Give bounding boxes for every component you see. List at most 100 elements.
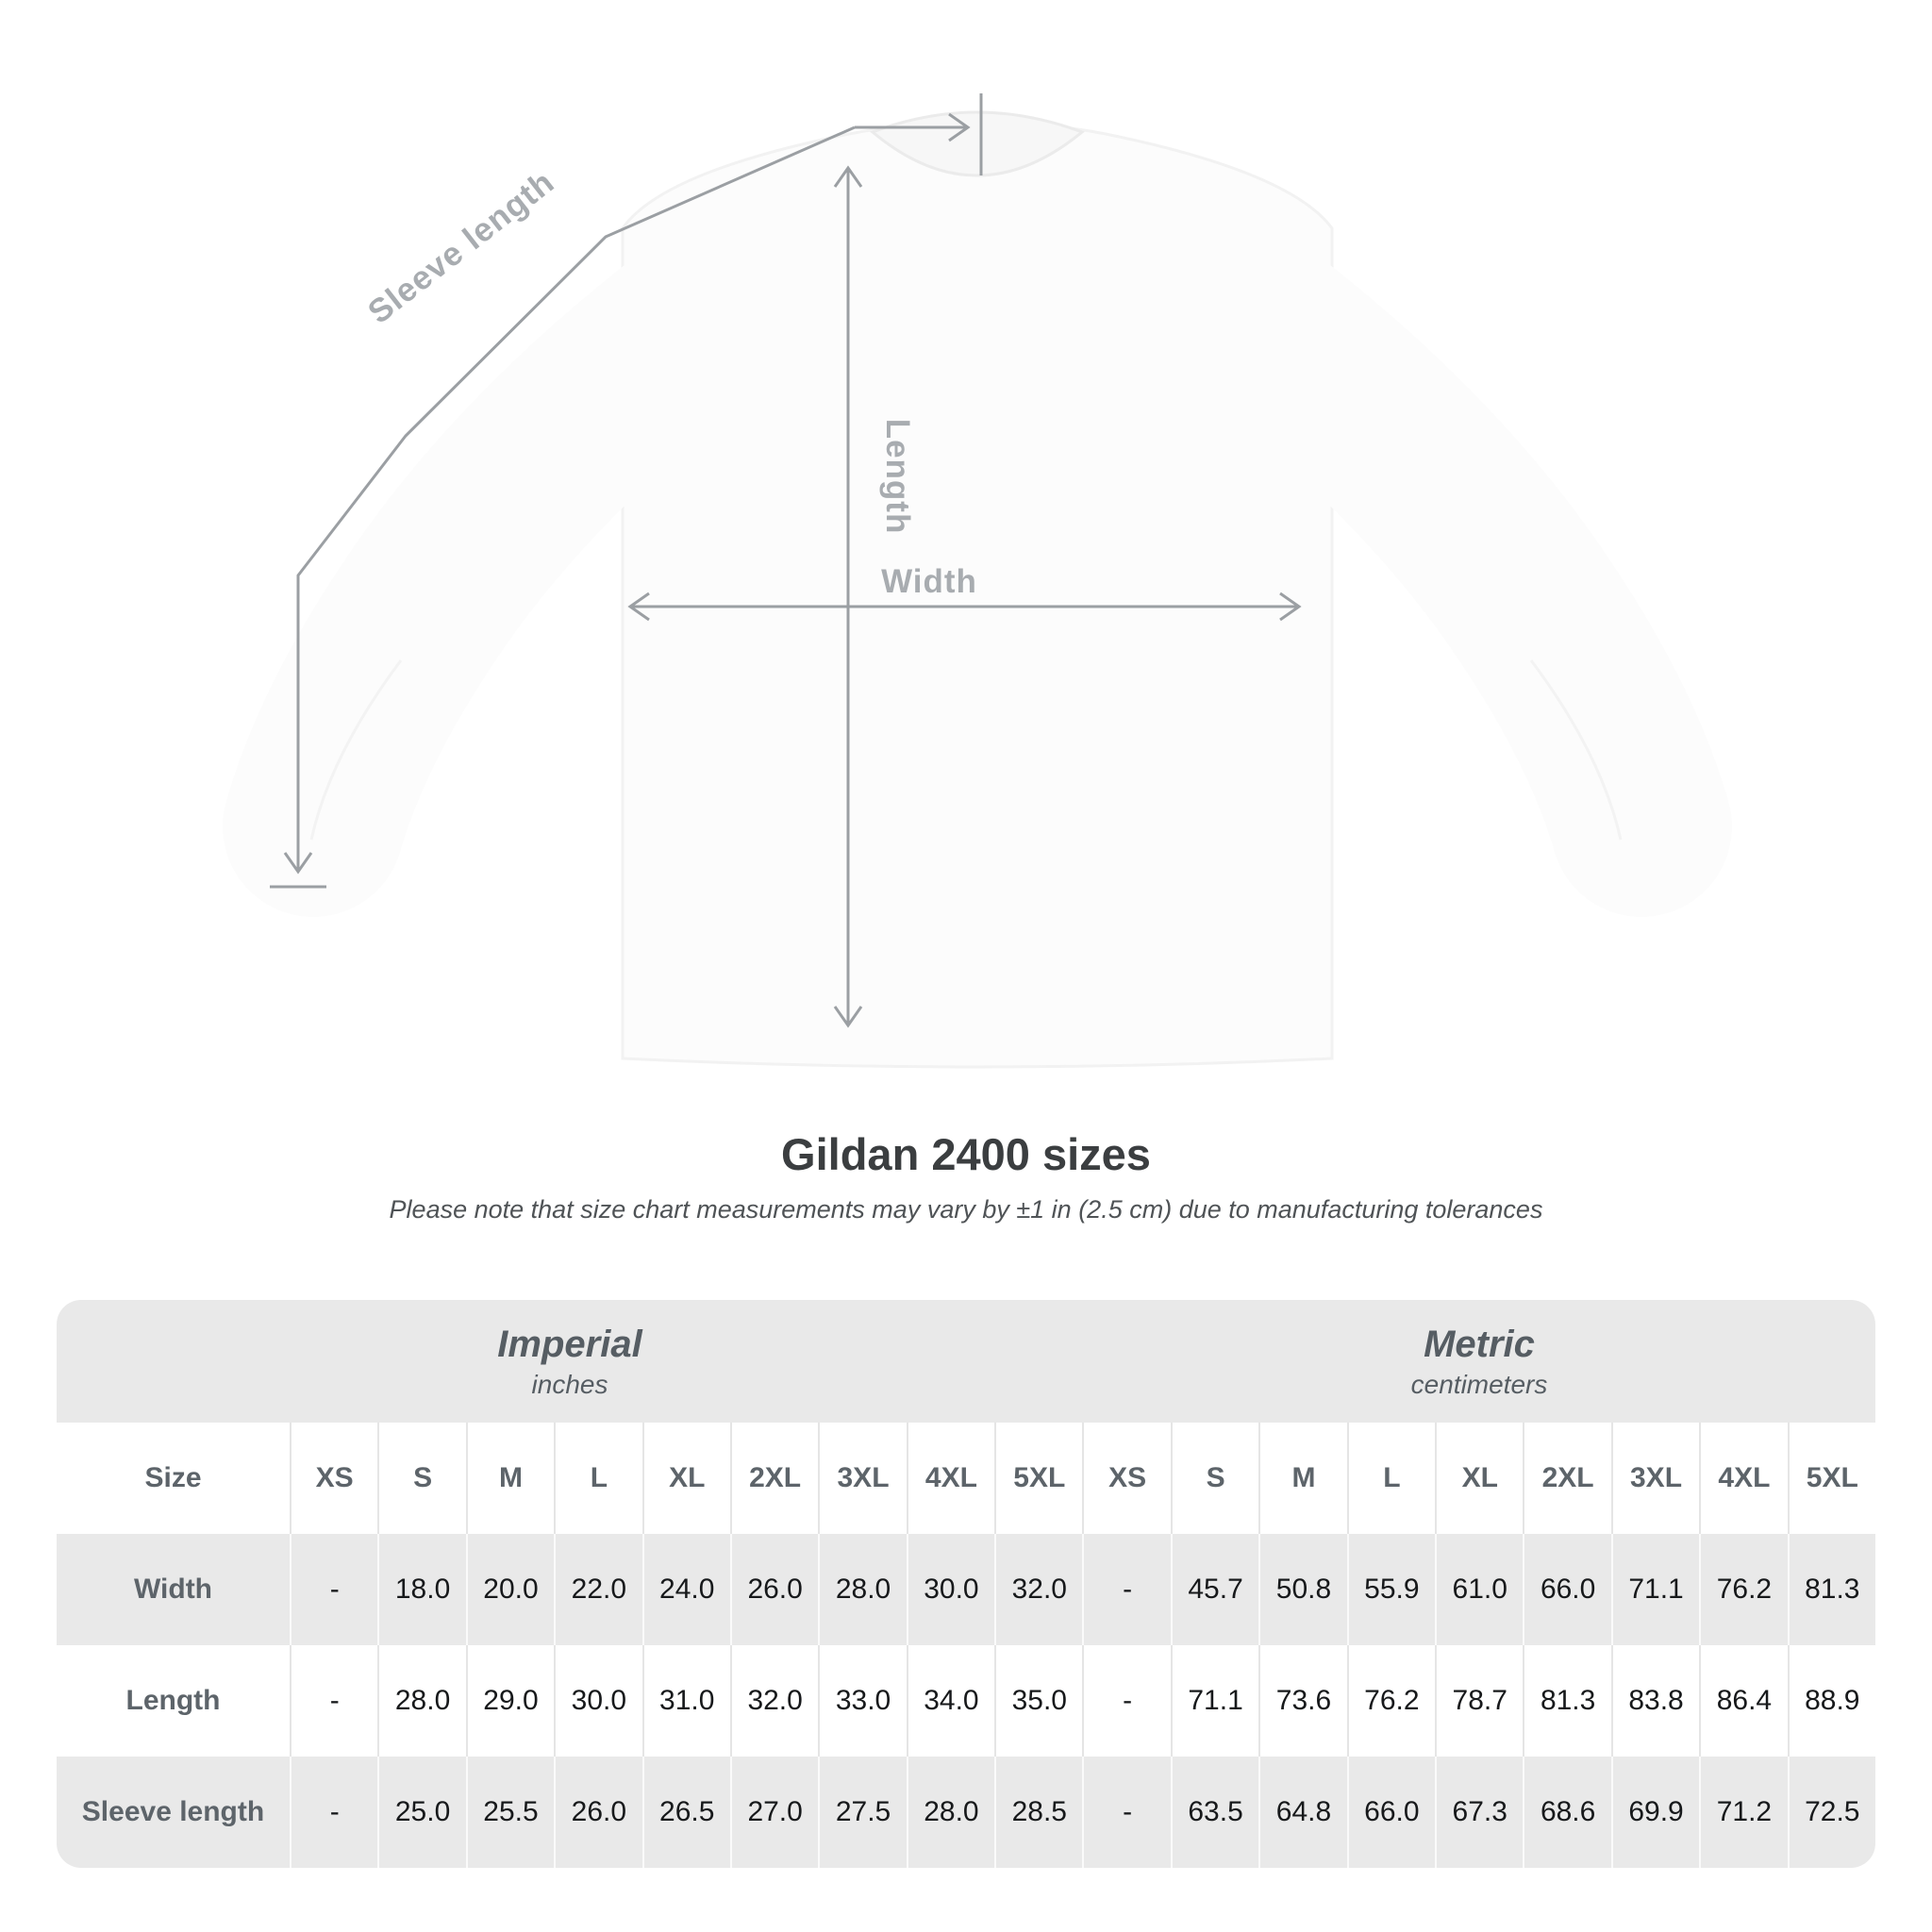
metric-size-header: 4XL bbox=[1699, 1423, 1788, 1534]
metric-value-cell: 71.1 bbox=[1170, 1645, 1259, 1757]
metric-value-cell: 50.8 bbox=[1258, 1534, 1346, 1645]
arrowhead-left-icon bbox=[627, 591, 650, 622]
metric-value-cell: 71.2 bbox=[1699, 1757, 1787, 1868]
arrowhead-right-icon bbox=[948, 112, 971, 142]
size-grid: Size XS S M L XL 2XL 3XL 4XL 5XL XS S M L XL 2XL 3XL 4XL 5… bbox=[57, 1423, 1875, 1868]
metric-value-cell: 88.9 bbox=[1787, 1645, 1875, 1757]
imperial-value-cell: - bbox=[290, 1534, 377, 1645]
shirt-diagram: Sleeve length Length Width bbox=[223, 93, 1732, 1069]
imperial-subtitle: inches bbox=[531, 1369, 608, 1399]
imperial-value-cell: 28.0 bbox=[818, 1534, 906, 1645]
metric-value-cell: - bbox=[1082, 1757, 1170, 1868]
metric-value-cell: 66.0 bbox=[1346, 1757, 1435, 1868]
imperial-value-cell: 32.0 bbox=[994, 1534, 1082, 1645]
metric-value-cell: 76.2 bbox=[1346, 1645, 1436, 1757]
imperial-size-header: S bbox=[377, 1423, 466, 1534]
imperial-value-cell: 25.0 bbox=[377, 1757, 465, 1868]
imperial-size-header: 2XL bbox=[729, 1423, 819, 1534]
metric-value-cell: - bbox=[1082, 1534, 1170, 1645]
metric-value-cell: 81.3 bbox=[1787, 1534, 1875, 1645]
imperial-value-cell: 26.0 bbox=[554, 1757, 641, 1868]
metric-value-cell: 83.8 bbox=[1610, 1645, 1700, 1757]
shirt-illustration bbox=[223, 110, 1732, 1069]
imperial-value-cell: 34.0 bbox=[906, 1645, 995, 1757]
metric-value-cell: 45.7 bbox=[1170, 1534, 1258, 1645]
metric-value-cell: 69.9 bbox=[1610, 1757, 1699, 1868]
metric-value-cell: 78.7 bbox=[1435, 1645, 1524, 1757]
metric-value-cell: 71.1 bbox=[1610, 1534, 1699, 1645]
imperial-value-cell: 29.0 bbox=[465, 1645, 555, 1757]
imperial-value-cell: 33.0 bbox=[818, 1645, 907, 1757]
metric-value-cell: 72.5 bbox=[1787, 1757, 1875, 1868]
metric-value-cell: 67.3 bbox=[1435, 1757, 1523, 1868]
heading: Gildan 2400 sizes Please note that size … bbox=[0, 1128, 1932, 1224]
metric-value-cell: 76.2 bbox=[1699, 1534, 1787, 1645]
row-label: Length bbox=[57, 1645, 290, 1757]
page-subtitle: Please note that size chart measurements… bbox=[389, 1195, 1543, 1224]
shirt-right-cuff-fold bbox=[1529, 659, 1623, 841]
imperial-title: Imperial bbox=[497, 1323, 642, 1365]
row-label: Sleeve length bbox=[81, 1796, 265, 1827]
metric-value-cell: - bbox=[1082, 1645, 1171, 1757]
arrowhead-up-icon bbox=[833, 165, 863, 188]
imperial-value-cell: 35.0 bbox=[994, 1645, 1083, 1757]
imperial-value-cell: 24.0 bbox=[641, 1534, 730, 1645]
imperial-value-cell: 32.0 bbox=[729, 1645, 819, 1757]
imperial-header-group: Imperial inches bbox=[57, 1300, 1083, 1423]
imperial-value-cell: - bbox=[290, 1757, 377, 1868]
metric-value-cell: 86.4 bbox=[1699, 1645, 1788, 1757]
size-column-header: Size bbox=[57, 1423, 290, 1534]
metric-value-cell: 66.0 bbox=[1523, 1534, 1610, 1645]
metric-size-header: S bbox=[1170, 1423, 1259, 1534]
metric-value-cell: 73.6 bbox=[1258, 1645, 1347, 1757]
metric-title: Metric bbox=[1424, 1323, 1535, 1365]
sleeve-length-line bbox=[296, 125, 856, 872]
length-label: Length bbox=[879, 419, 916, 535]
imperial-size-header: XS bbox=[290, 1423, 378, 1534]
imperial-size-header: 3XL bbox=[818, 1423, 907, 1534]
metric-size-header: M bbox=[1258, 1423, 1347, 1534]
imperial-size-header: M bbox=[465, 1423, 555, 1534]
metric-value-cell: 68.6 bbox=[1523, 1757, 1610, 1868]
imperial-value-cell: 26.5 bbox=[641, 1757, 730, 1868]
metric-value-cell: 63.5 bbox=[1170, 1757, 1258, 1868]
metric-size-header: XS bbox=[1082, 1423, 1171, 1534]
imperial-value-cell: 28.0 bbox=[906, 1757, 994, 1868]
imperial-value-cell: 28.0 bbox=[377, 1645, 466, 1757]
page-title: Gildan 2400 sizes bbox=[781, 1129, 1151, 1179]
sleeve-length-label: Sleeve length bbox=[361, 163, 561, 331]
width-label: Width bbox=[881, 563, 977, 600]
imperial-value-cell: 27.5 bbox=[818, 1757, 906, 1868]
metric-subtitle: centimeters bbox=[1410, 1369, 1548, 1399]
imperial-value-cell: 22.0 bbox=[554, 1534, 641, 1645]
imperial-value-cell: 26.0 bbox=[729, 1534, 818, 1645]
arrowhead-down-icon bbox=[283, 852, 313, 874]
shirt-left-sleeve bbox=[223, 204, 826, 917]
measurement-lines bbox=[270, 93, 1302, 1028]
imperial-value-cell: 18.0 bbox=[377, 1534, 465, 1645]
imperial-value-cell: 31.0 bbox=[641, 1645, 730, 1757]
imperial-value-cell: 25.5 bbox=[465, 1757, 554, 1868]
metric-size-header: XL bbox=[1435, 1423, 1524, 1534]
shirt-left-cuff-fold bbox=[309, 659, 403, 841]
metric-value-cell: 61.0 bbox=[1435, 1534, 1523, 1645]
metric-value-cell: 81.3 bbox=[1523, 1645, 1611, 1757]
imperial-value-cell: 30.0 bbox=[906, 1534, 994, 1645]
size-table: Imperial inches Metric centimeters Size X… bbox=[57, 1300, 1875, 1868]
metric-size-header: L bbox=[1346, 1423, 1436, 1534]
imperial-value-cell: - bbox=[290, 1645, 378, 1757]
imperial-value-cell: 28.5 bbox=[994, 1757, 1082, 1868]
imperial-value-cell: 30.0 bbox=[554, 1645, 642, 1757]
unit-header-band: Imperial inches Metric centimeters bbox=[57, 1300, 1875, 1423]
row-label: Width bbox=[133, 1574, 213, 1605]
metric-size-header: 5XL bbox=[1787, 1423, 1875, 1534]
imperial-size-header: 4XL bbox=[906, 1423, 995, 1534]
arrowhead-right-icon bbox=[1279, 591, 1302, 622]
metric-size-header: 2XL bbox=[1523, 1423, 1611, 1534]
metric-header-group: Metric centimeters bbox=[1083, 1300, 1875, 1423]
imperial-size-header: 5XL bbox=[994, 1423, 1083, 1534]
imperial-size-header: L bbox=[554, 1423, 642, 1534]
imperial-size-header: XL bbox=[641, 1423, 730, 1534]
metric-value-cell: 64.8 bbox=[1258, 1757, 1346, 1868]
